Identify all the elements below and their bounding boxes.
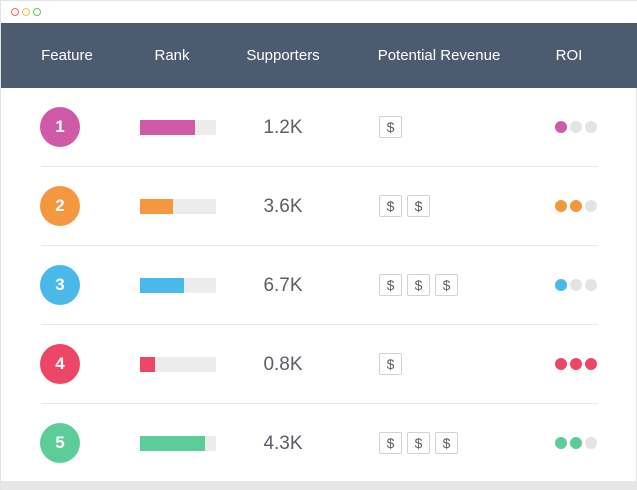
supporters-count: 4.3K (263, 433, 303, 454)
column-header-rank[interactable]: Rank (154, 47, 190, 64)
close-window-button[interactable] (11, 8, 19, 16)
feature-number-badge: 4 (40, 344, 80, 384)
roi-rating (555, 200, 597, 212)
roi-rating (555, 279, 597, 291)
roi-dot-empty (585, 279, 597, 291)
row-divider (41, 324, 598, 325)
dollar-icon: $ (435, 274, 458, 296)
rank-bar (140, 357, 216, 372)
roi-dot-filled (570, 200, 582, 212)
potential-revenue: $ $ $ (379, 432, 458, 454)
rank-bar-fill (140, 357, 156, 372)
table-row[interactable]: 1 1.2K $ (1, 88, 637, 167)
rank-bar-fill (140, 120, 195, 135)
rank-bar (140, 199, 216, 214)
table-row[interactable]: 2 3.6K $ $ (1, 167, 637, 246)
rank-bar (140, 278, 216, 293)
row-divider (41, 403, 598, 404)
feature-number-badge: 1 (40, 107, 80, 147)
supporters-count: 6.7K (263, 275, 303, 296)
dollar-icon: $ (379, 432, 402, 454)
rank-bar-fill (140, 199, 173, 214)
roi-dot-filled (555, 358, 567, 370)
table-header: Feature Rank Supporters Potential Revenu… (1, 23, 637, 88)
dollar-icon: $ (407, 432, 430, 454)
minimize-window-button[interactable] (22, 8, 30, 16)
dollar-icon: $ (379, 353, 402, 375)
column-header-potential-revenue[interactable]: Potential Revenue (377, 47, 501, 64)
rank-bar-fill (140, 278, 185, 293)
dollar-icon: $ (435, 432, 458, 454)
dollar-icon: $ (379, 195, 402, 217)
roi-rating (555, 358, 597, 370)
maximize-window-button[interactable] (33, 8, 41, 16)
potential-revenue: $ $ $ (379, 274, 458, 296)
roi-dot-filled (585, 358, 597, 370)
rank-bar (140, 436, 216, 451)
column-header-supporters[interactable]: Supporters (246, 47, 320, 64)
table-row[interactable]: 5 4.3K $ $ $ (1, 404, 637, 483)
dollar-icon: $ (407, 195, 430, 217)
column-header-roi[interactable]: ROI (555, 47, 583, 64)
dollar-icon: $ (379, 274, 402, 296)
roi-dot-filled (555, 121, 567, 133)
table-row[interactable]: 4 0.8K $ (1, 325, 637, 404)
roi-dot-empty (570, 121, 582, 133)
dollar-icon: $ (379, 116, 402, 138)
roi-rating (555, 121, 597, 133)
title-bar (1, 1, 637, 23)
column-header-feature[interactable]: Feature (41, 47, 93, 64)
row-divider (41, 166, 598, 167)
feature-number-badge: 5 (40, 423, 80, 463)
potential-revenue: $ (379, 353, 402, 375)
bottom-scroll-area (1, 481, 637, 490)
feature-number-badge: 2 (40, 186, 80, 226)
roi-dot-filled (555, 200, 567, 212)
roi-rating (555, 437, 597, 449)
roi-dot-filled (555, 437, 567, 449)
supporters-count: 3.6K (263, 196, 303, 217)
rank-bar-fill (140, 436, 206, 451)
supporters-count: 0.8K (263, 354, 303, 375)
table-row[interactable]: 3 6.7K $ $ $ (1, 246, 637, 325)
roi-dot-empty (570, 279, 582, 291)
roi-dot-filled (555, 279, 567, 291)
roi-dot-empty (585, 437, 597, 449)
dollar-icon: $ (407, 274, 430, 296)
roi-dot-filled (570, 437, 582, 449)
roi-dot-filled (570, 358, 582, 370)
potential-revenue: $ $ (379, 195, 430, 217)
potential-revenue: $ (379, 116, 402, 138)
rank-bar (140, 120, 216, 135)
feature-number-badge: 3 (40, 265, 80, 305)
supporters-count: 1.2K (263, 117, 303, 138)
roi-dot-empty (585, 121, 597, 133)
row-divider (41, 245, 598, 246)
roi-dot-empty (585, 200, 597, 212)
